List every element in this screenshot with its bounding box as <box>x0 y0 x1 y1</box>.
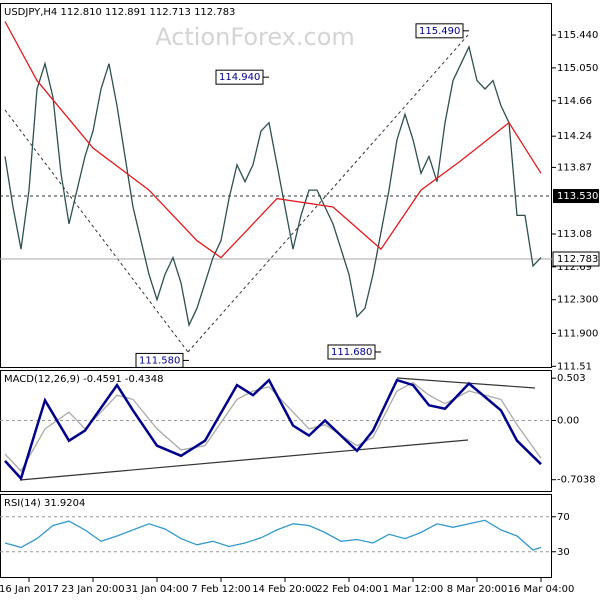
annotation-box <box>327 344 376 360</box>
last-price-box <box>552 251 600 267</box>
panel-title: RSI(14) 31.9204 <box>4 498 85 509</box>
panel-border <box>0 494 552 578</box>
annotation-label: 114.940 <box>219 72 260 83</box>
panel-border <box>0 3 552 368</box>
annotation-box <box>415 23 464 39</box>
last-price-label: 112.783 <box>557 254 598 265</box>
y-tick-label: -0.7038 <box>557 475 596 486</box>
y-tick-label: 112.69 <box>557 262 592 273</box>
x-tick-label: 8 Mar 20:00 <box>447 584 507 595</box>
y-tick-label: 115.050 <box>557 63 598 74</box>
series-line <box>4 21 542 259</box>
y-tick-label: 0.00 <box>557 415 579 426</box>
x-tick-label: 23 Jan 20:00 <box>61 584 124 595</box>
watermark: ActionForex.com <box>155 23 355 51</box>
y-tick-label: 111.51 <box>557 361 592 372</box>
annotation-label: 111.580 <box>139 355 180 366</box>
annotation-box <box>135 352 184 368</box>
y-tick-label: 113.87 <box>557 162 592 173</box>
y-tick-label: 115.440 <box>557 30 598 41</box>
y-tick-label: 114.66 <box>557 96 592 107</box>
dashed-trendline <box>187 34 469 353</box>
panel-border <box>0 370 552 492</box>
panel-title: USDJPY,H4 112.810 112.891 112.713 112.78… <box>4 7 235 18</box>
y-tick-label: 111.900 <box>557 328 598 339</box>
level-box <box>553 189 599 204</box>
x-tick-label: 1 Mar 12:00 <box>383 584 443 595</box>
y-tick-label: 114.24 <box>557 131 592 142</box>
annotation-label: 115.490 <box>419 26 460 37</box>
x-tick-label: 14 Feb 20:00 <box>252 584 318 595</box>
annotation-box <box>215 69 264 85</box>
level-label: 113.530 <box>557 191 598 202</box>
x-tick-label: 31 Jan 04:00 <box>125 584 188 595</box>
series-line <box>4 44 542 328</box>
x-tick-label: 16 Jan 2017 <box>0 584 59 595</box>
trend-lines <box>4 34 536 481</box>
x-tick-label: 16 Mar 04:00 <box>508 584 575 595</box>
dashed-trendline <box>4 109 189 353</box>
series-line <box>4 519 542 551</box>
macd-trendline <box>19 439 469 481</box>
series-line <box>4 378 542 481</box>
y-tick-label: 0.503 <box>557 373 586 384</box>
x-tick-label: 7 Feb 12:00 <box>191 584 250 595</box>
macd-trendline <box>396 377 536 389</box>
y-tick-label: 70 <box>557 512 570 523</box>
panel-title: MACD(12,26,9) -0.4591 -0.4348 <box>4 374 164 385</box>
annotation-label: 111.680 <box>331 347 372 358</box>
x-tick-label: 22 Feb 04:00 <box>316 584 382 595</box>
y-tick-label: 112.300 <box>557 295 598 306</box>
y-tick-label: 113.08 <box>557 229 592 240</box>
y-tick-label: 30 <box>557 547 570 558</box>
